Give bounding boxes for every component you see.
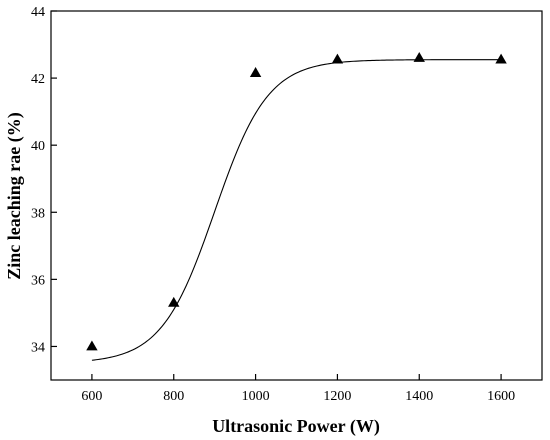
y-axis-title: Zinc leaching rae (%) bbox=[4, 112, 25, 279]
data-point bbox=[413, 51, 425, 62]
data-point bbox=[249, 67, 262, 77]
y-tick-label: 34 bbox=[31, 340, 45, 355]
x-tick-label: 600 bbox=[81, 389, 102, 404]
x-tick-label: 800 bbox=[163, 389, 184, 404]
x-tick-label: 1200 bbox=[323, 389, 351, 404]
x-tick-label: 1000 bbox=[242, 389, 270, 404]
data-points bbox=[86, 51, 507, 351]
y-tick-label: 42 bbox=[31, 72, 45, 87]
x-axis: 600 800 1000 1200 1400 1600 bbox=[81, 374, 515, 404]
y-tick-label: 40 bbox=[31, 139, 45, 154]
x-axis-title: Ultrasonic Power (W) bbox=[212, 416, 380, 437]
y-tick-label: 36 bbox=[31, 273, 45, 288]
y-tick-label: 38 bbox=[31, 206, 45, 221]
y-axis: 34 36 38 40 42 44 bbox=[31, 5, 57, 355]
y-tick-label: 44 bbox=[31, 5, 45, 20]
x-tick-label: 1400 bbox=[405, 389, 433, 404]
data-point bbox=[495, 53, 507, 64]
fit-curve bbox=[91, 59, 502, 361]
x-tick-label: 1600 bbox=[487, 389, 515, 404]
data-point bbox=[86, 340, 98, 351]
data-point bbox=[168, 296, 180, 307]
data-point bbox=[331, 53, 344, 64]
plot-frame bbox=[50, 10, 543, 381]
